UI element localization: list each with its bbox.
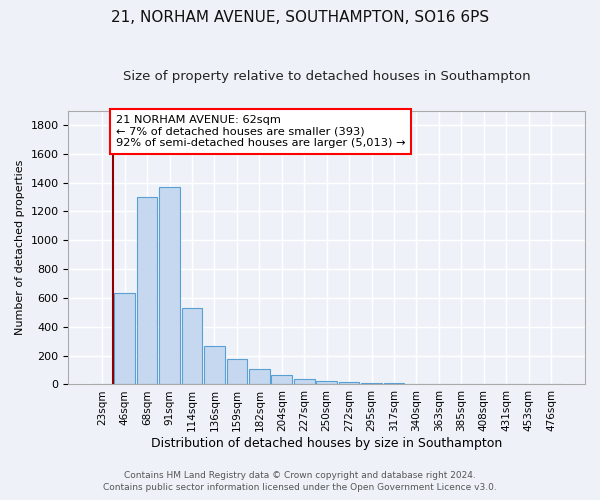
X-axis label: Distribution of detached houses by size in Southampton: Distribution of detached houses by size …: [151, 437, 502, 450]
Bar: [316, 381, 337, 384]
Bar: [249, 368, 269, 384]
Bar: [294, 380, 314, 384]
Bar: [271, 375, 292, 384]
Title: Size of property relative to detached houses in Southampton: Size of property relative to detached ho…: [123, 70, 530, 83]
Bar: [227, 359, 247, 384]
Bar: [115, 293, 135, 384]
Text: 21, NORHAM AVENUE, SOUTHAMPTON, SO16 6PS: 21, NORHAM AVENUE, SOUTHAMPTON, SO16 6PS: [111, 10, 489, 25]
Text: 21 NORHAM AVENUE: 62sqm
← 7% of detached houses are smaller (393)
92% of semi-de: 21 NORHAM AVENUE: 62sqm ← 7% of detached…: [116, 115, 405, 148]
Text: Contains HM Land Registry data © Crown copyright and database right 2024.
Contai: Contains HM Land Registry data © Crown c…: [103, 471, 497, 492]
Bar: [182, 308, 202, 384]
Bar: [204, 346, 225, 385]
Bar: [339, 382, 359, 384]
Bar: [137, 197, 157, 384]
Bar: [361, 383, 382, 384]
Bar: [159, 187, 180, 384]
Y-axis label: Number of detached properties: Number of detached properties: [15, 160, 25, 335]
